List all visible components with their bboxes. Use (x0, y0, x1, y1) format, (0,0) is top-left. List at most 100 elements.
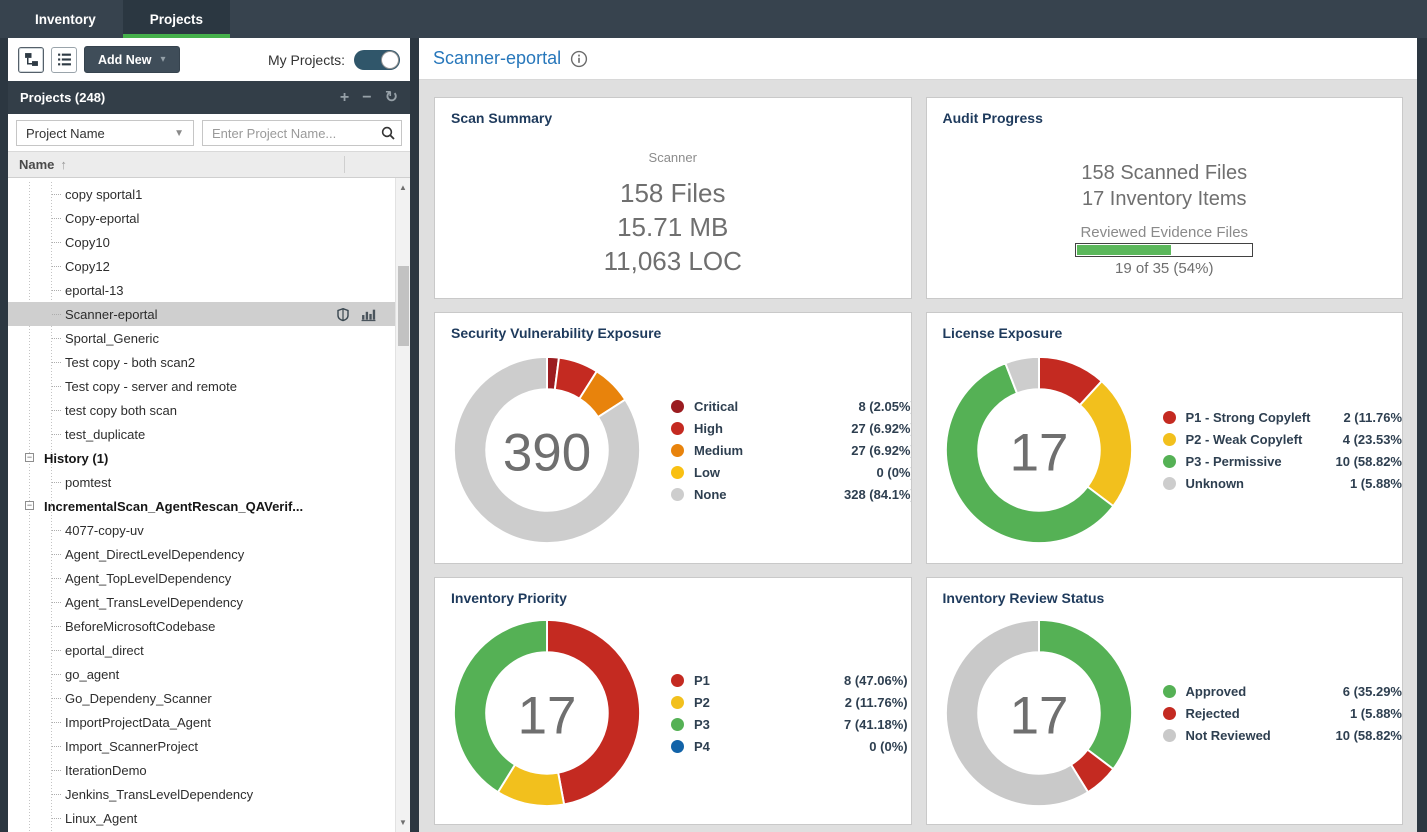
tree-connector (52, 434, 61, 435)
legend-value: 27 (6.92%) (851, 442, 912, 458)
tree-item[interactable]: Jenkins_TransLevelDependency (8, 782, 395, 806)
card-title: Scan Summary (451, 110, 553, 126)
legend-item: Unknown 1 (5.88%) (1162, 475, 1403, 492)
tree-item[interactable]: eportal-13 (8, 278, 395, 302)
project-name-label: BeforeMicrosoftCodebase (65, 618, 216, 634)
tree-item[interactable]: Scanner-eportal (8, 302, 395, 326)
legend-swatch (671, 465, 684, 479)
scroll-down-arrow[interactable]: ▼ (399, 818, 407, 827)
card-title: Inventory Review Status (942, 590, 1105, 606)
progress-bar (1075, 243, 1254, 257)
refresh-icon[interactable]: ↻ (384, 88, 398, 106)
scroll-thumb[interactable] (398, 266, 409, 346)
tree-item[interactable]: Linux_Agent (8, 806, 395, 830)
tree-connector (52, 770, 61, 771)
tree-item[interactable]: copy sportal1 (8, 182, 395, 206)
tree-item[interactable]: pomtest (8, 470, 395, 494)
project-search-input[interactable] (202, 120, 402, 146)
tree-item[interactable]: 4077-copy-uv (8, 518, 395, 542)
tree-item[interactable]: Copy10 (8, 230, 395, 254)
legend-value: 1 (5.88%) (1349, 705, 1403, 721)
tree-item[interactable]: ImportProjectData_Agent (8, 710, 395, 734)
tree-item[interactable]: Copy-eportal (8, 206, 395, 230)
panel-divider (410, 38, 419, 832)
license-exposure-card: License Exposure 17 P1 - Strong Copyleft… (925, 312, 1403, 564)
tree-item[interactable]: Agent_TopLevelDependency (8, 566, 395, 590)
svg-text:17: 17 (1009, 686, 1068, 745)
tree-group[interactable]: − History (1) (8, 446, 395, 470)
legend-swatch (1162, 410, 1176, 424)
add-new-label: Add New (98, 52, 152, 67)
remove-project-icon[interactable]: − (362, 88, 372, 106)
tree-item[interactable]: test copy both scan (8, 398, 395, 422)
name-column-header[interactable]: Name ↑ (8, 151, 410, 178)
legend-swatch (1162, 728, 1176, 742)
tree-connector (52, 482, 61, 483)
legend-item: P1 - Strong Copyleft 2 (11.76%) (1162, 409, 1402, 426)
my-projects-toggle[interactable] (354, 49, 400, 70)
tree-item[interactable]: BeforeMicrosoftCodebase (8, 614, 395, 638)
tree-item[interactable]: Import_ScannerProject (8, 734, 395, 758)
legend-label: P4 (694, 738, 710, 754)
legend-label: High (694, 420, 723, 436)
filter-field-value: Project Name (26, 125, 105, 141)
svg-text:17: 17 (518, 686, 577, 745)
project-name-label: Linux_Agent (65, 810, 138, 826)
add-new-button[interactable]: Add New ▾ (84, 46, 180, 73)
tree-item[interactable]: eportal_direct (8, 638, 395, 662)
search-icon[interactable] (380, 125, 396, 141)
open-project-icon[interactable] (336, 307, 350, 322)
tree-group[interactable]: − IncrementalScan_AgentRescan_QAVerif... (8, 494, 395, 518)
legend-value: 0 (0%) (869, 738, 908, 754)
project-name-label: Copy-eportal (65, 210, 140, 226)
inventory-items-count: 17 Inventory Items (1081, 188, 1247, 210)
sidebar-toolbar: Add New ▾ My Projects: (8, 38, 410, 81)
vertical-scrollbar[interactable]: ▲ ▼ (395, 178, 410, 832)
scroll-up-arrow[interactable]: ▲ (399, 183, 407, 192)
tree-item[interactable]: Go_Dependeny_Scanner (8, 686, 395, 710)
legend-item: P3 - Permissive 10 (58.82%) (1162, 453, 1402, 470)
legend-label: Not Reviewed (1185, 727, 1271, 743)
project-name-label: eportal-13 (65, 282, 124, 298)
tree-item[interactable]: Agent_TransLevelDependency (8, 590, 395, 614)
tab-inventory[interactable]: Inventory (8, 0, 123, 38)
add-project-icon[interactable]: + (339, 88, 350, 106)
tree-connector (52, 530, 61, 531)
tree-connector (52, 386, 61, 387)
tree-item[interactable]: go_agent (8, 662, 395, 686)
project-reports-icon[interactable] (361, 307, 376, 322)
tree-item[interactable]: Copy12 (8, 254, 395, 278)
legend-value: 1 (5.88%) (1349, 475, 1403, 491)
legend-item: Medium 27 (6.92%) (671, 442, 912, 459)
legend-item: High 27 (6.92%) (671, 420, 911, 437)
tree-view-button[interactable] (18, 46, 44, 73)
tree-connector (52, 314, 61, 315)
chevron-down-icon: ▼ (174, 127, 184, 139)
legend-value: 2 (11.76%) (844, 694, 908, 710)
info-icon[interactable] (570, 50, 588, 68)
tree-item[interactable]: IterationDemo (8, 758, 395, 782)
tree-connector (52, 338, 61, 339)
tree-connector (52, 266, 61, 267)
tree-item[interactable]: Sportal_Generic (8, 326, 395, 350)
tree-item[interactable]: Agent_DirectLevelDependency (8, 542, 395, 566)
legend-item: P3 7 (41.18%) (671, 716, 908, 733)
tree-item[interactable]: test_duplicate (8, 422, 395, 446)
tree-item[interactable]: Test copy - both scan2 (8, 350, 395, 374)
project-name-label: Copy12 (65, 258, 110, 274)
legend-label: P1 - Strong Copyleft (1185, 409, 1311, 425)
list-view-button[interactable] (51, 46, 77, 73)
collapse-expander-icon[interactable]: − (25, 500, 34, 510)
legend-swatch (1162, 684, 1176, 698)
legend-item: P1 8 (47.06%) (671, 672, 908, 689)
legend-swatch (1162, 432, 1176, 446)
tree-item[interactable]: Test copy - server and remote (8, 374, 395, 398)
tab-projects[interactable]: Projects (122, 0, 231, 38)
name-column-label: Name (19, 157, 55, 172)
collapse-expander-icon[interactable]: − (25, 452, 34, 462)
chart-legend: Approved 6 (35.29%) Rejected 1 (5.88%) Not R… (1137, 678, 1403, 749)
tree-connector (52, 722, 61, 723)
filter-field-select[interactable]: Project Name ▼ (16, 120, 194, 146)
legend-item: Rejected 1 (5.88%) (1162, 705, 1403, 722)
projects-panel-header: Projects (248) + − ↻ (8, 81, 410, 114)
